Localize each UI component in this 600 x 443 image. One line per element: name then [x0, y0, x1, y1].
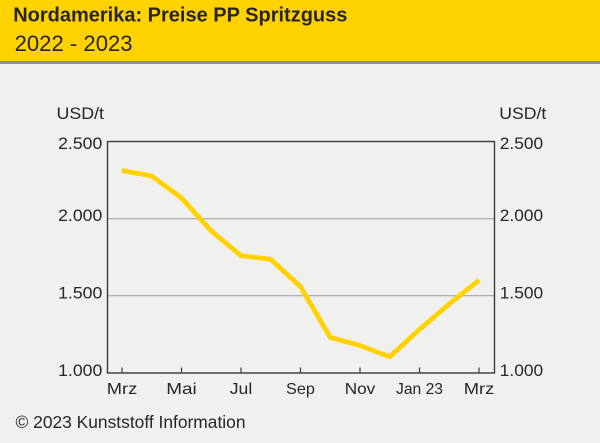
svg-text:Mai: Mai [166, 381, 197, 398]
svg-text:Mrz: Mrz [107, 381, 138, 398]
svg-text:2.000: 2.000 [58, 206, 102, 225]
svg-text:Nov: Nov [345, 381, 376, 398]
svg-text:Jul: Jul [230, 381, 253, 398]
svg-text:Mrz: Mrz [464, 381, 495, 398]
svg-text:USD/t: USD/t [57, 104, 105, 123]
svg-text:Jan 23: Jan 23 [396, 381, 443, 398]
svg-text:2.000: 2.000 [500, 206, 543, 225]
svg-text:1.000: 1.000 [58, 361, 102, 380]
svg-text:1.500: 1.500 [500, 283, 543, 302]
svg-text:USD/t: USD/t [499, 104, 546, 123]
svg-text:2.500: 2.500 [58, 134, 102, 153]
svg-text:2022 - 2023: 2022 - 2023 [15, 31, 133, 56]
svg-text:Nordamerika: Preise PP Spritzg: Nordamerika: Preise PP Spritzguss [13, 4, 347, 26]
svg-text:1.000: 1.000 [500, 361, 543, 380]
svg-text:Sep: Sep [286, 381, 315, 398]
svg-text:© 2023 Kunststoff Information: © 2023 Kunststoff Information [16, 412, 246, 432]
svg-text:1.500: 1.500 [58, 283, 102, 302]
svg-text:2.500: 2.500 [500, 134, 543, 153]
